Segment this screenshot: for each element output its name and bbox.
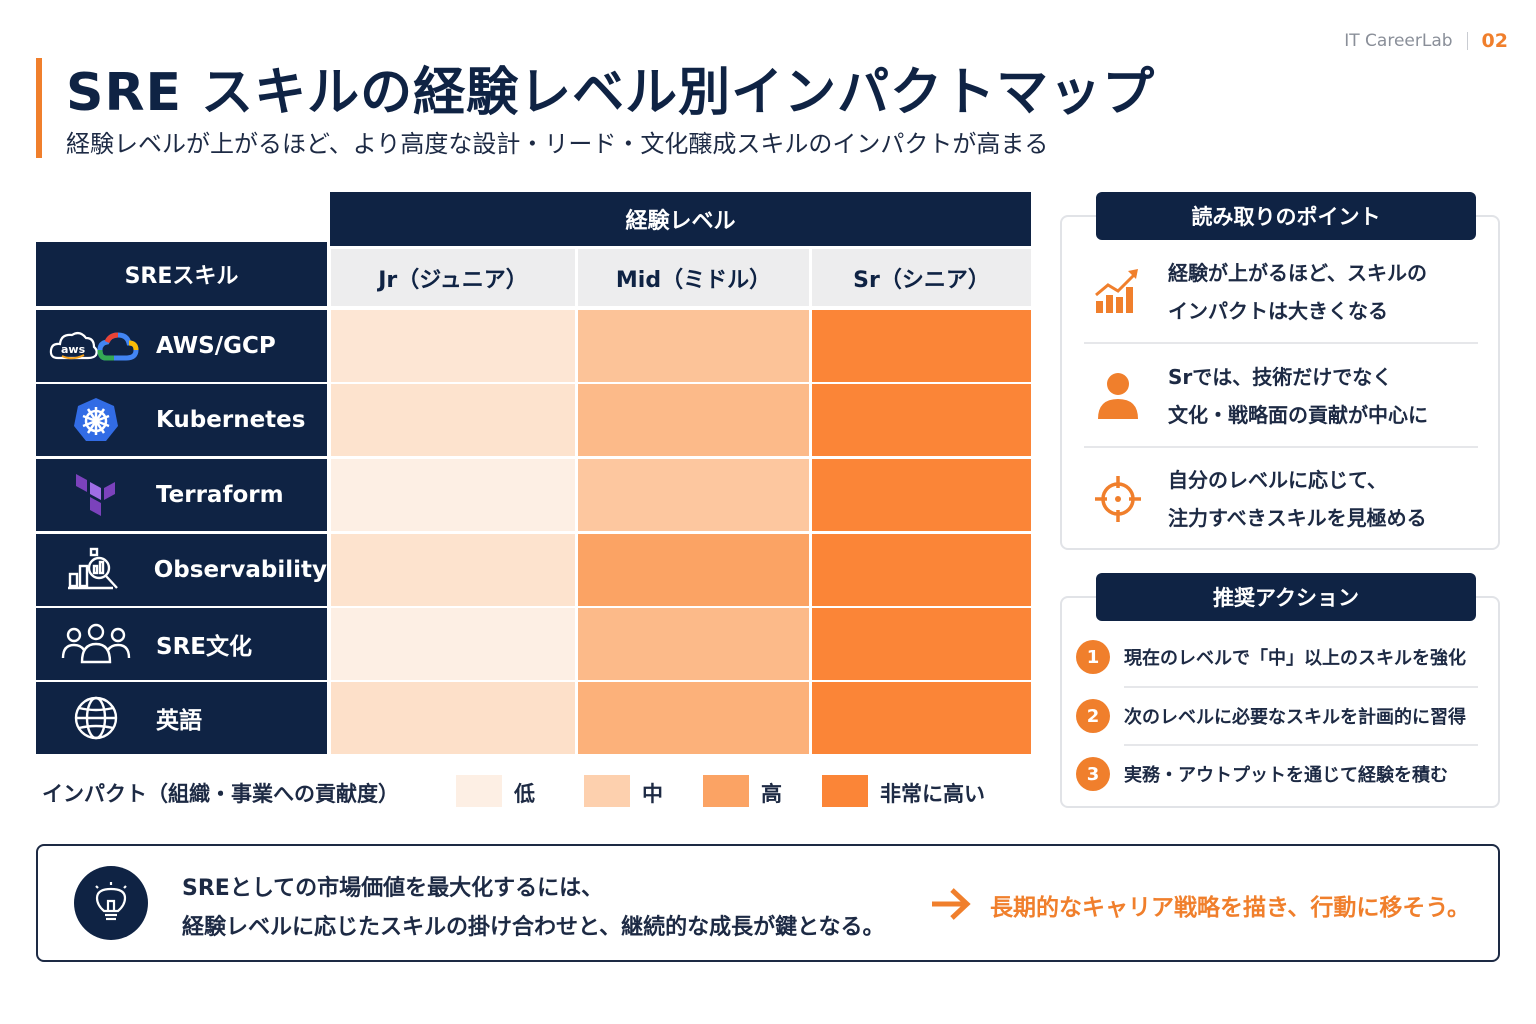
target-icon (1084, 474, 1152, 524)
row-label-text: SRE文化 (156, 634, 252, 660)
heatmap-cell (578, 459, 809, 531)
heatmap-cell (578, 682, 809, 754)
point-line: 注力すべきスキルを見極める (1168, 506, 1427, 530)
actions-panel-title: 推奨アクション (1096, 573, 1476, 621)
point-text: 自分のレベルに応じて、 注力すべきスキルを見極める (1168, 461, 1427, 537)
points-divider (1084, 342, 1478, 344)
footer-line-2: 経験レベルに応じたスキルの掛け合わせと、継続的な成長が鍵となる。 (182, 915, 885, 940)
point-text: 経験が上がるほど、スキルの インパクトは大きくなる (1168, 254, 1427, 330)
growth-chart-icon (1084, 267, 1152, 317)
action-number-badge: 1 (1076, 640, 1110, 674)
point-line: 経験が上がるほど、スキルの (1168, 261, 1427, 285)
terraform-icon (36, 459, 156, 531)
heatmap-cell (331, 534, 575, 606)
row-label-text: Terraform (156, 482, 284, 508)
legend-label-medium: 中 (642, 782, 663, 806)
point-line: インパクトは大きくなる (1168, 299, 1388, 323)
legend-swatch-low (456, 775, 502, 807)
lightbulb-icon (74, 866, 148, 940)
row-label-aws-gcp: aws AWS/GCP (36, 310, 327, 382)
actions-panel (1060, 596, 1500, 808)
globe-icon (36, 682, 156, 754)
cloud-aws-gcp-icon: aws (36, 310, 156, 382)
column-header-sr: Sr（シニア） (812, 249, 1031, 306)
legend-swatch-very-high (822, 775, 868, 807)
chart-magnifier-icon (36, 534, 154, 606)
experience-level-header: 経験レベル (330, 192, 1031, 246)
footer-line-1: SREとしての市場価値を最大化するには、 (182, 876, 604, 901)
brand-name: IT CareerLab (1344, 31, 1453, 51)
footer-callout (36, 844, 1500, 962)
points-panel-title: 読み取りのポイント (1096, 192, 1476, 240)
action-text: 現在のレベルで「中」以上のスキルを強化 (1124, 648, 1466, 669)
heatmap-cell (812, 682, 1031, 754)
point-line: 自分のレベルに応じて、 (1168, 468, 1387, 492)
heatmap-cell (812, 534, 1031, 606)
heatmap-cell (331, 310, 575, 382)
heatmap-cell (578, 608, 809, 680)
point-item: 自分のレベルに応じて、 注力すべきスキルを見極める (1084, 461, 1478, 537)
heatmap-cell (578, 384, 809, 456)
row-label-sre-culture: SRE文化 (36, 608, 327, 680)
point-line: 文化・戦略面の貢献が中心に (1168, 403, 1428, 427)
kubernetes-helm-icon (36, 384, 156, 456)
footer-call-to-action: 長期的なキャリア戦略を描き、行動に移そう。 (990, 895, 1471, 921)
actions-divider (1124, 686, 1478, 688)
action-text: 次のレベルに必要なスキルを計画的に習得 (1124, 707, 1466, 728)
row-label-terraform: Terraform (36, 459, 327, 531)
column-header-jr: Jr（ジュニア） (331, 249, 575, 306)
heatmap-cell (331, 459, 575, 531)
action-item: 1 現在のレベルで「中」以上のスキルを強化 (1076, 640, 1466, 674)
column-header-mid: Mid（ミドル） (578, 249, 809, 306)
row-label-text: AWS/GCP (156, 333, 276, 359)
brand-separator (1466, 32, 1468, 50)
title-accent-bar (36, 58, 42, 158)
person-icon (1084, 371, 1152, 421)
svg-text:aws: aws (61, 343, 86, 356)
heatmap-cell (331, 608, 575, 680)
legend-title: インパクト（組織・事業への貢献度） (42, 782, 399, 806)
legend-swatch-medium (584, 775, 630, 807)
heatmap-cell (578, 534, 809, 606)
legend-label-high: 高 (761, 782, 782, 806)
heatmap-cell (331, 682, 575, 754)
action-item: 2 次のレベルに必要なスキルを計画的に習得 (1076, 699, 1466, 733)
legend-label-low: 低 (514, 782, 535, 806)
row-label-text: Kubernetes (156, 407, 306, 433)
heatmap-cell (812, 384, 1031, 456)
point-item: Srでは、技術だけでなく 文化・戦略面の貢献が中心に (1084, 358, 1478, 434)
heatmap-cell (812, 608, 1031, 680)
brand: IT CareerLab 02 (1344, 30, 1508, 52)
point-item: 経験が上がるほど、スキルの インパクトは大きくなる (1084, 254, 1478, 330)
action-item: 3 実務・アウトプットを通じて経験を積む (1076, 757, 1448, 791)
row-label-text: 英語 (156, 708, 202, 734)
row-label-english: 英語 (36, 682, 327, 754)
action-number-badge: 3 (1076, 757, 1110, 791)
actions-divider (1124, 744, 1478, 746)
point-text: Srでは、技術だけでなく 文化・戦略面の貢献が中心に (1168, 358, 1428, 434)
row-label-observability: Observability (36, 534, 327, 606)
legend-swatch-high (703, 775, 749, 807)
legend-label-very-high: 非常に高い (880, 782, 985, 806)
page-title: SRE スキルの経験レベル別インパクトマップ (66, 63, 1156, 123)
heatmap-cell (578, 310, 809, 382)
heatmap-cell (812, 459, 1031, 531)
points-divider (1084, 446, 1478, 448)
people-group-icon (36, 608, 156, 680)
row-label-text: Observability (153, 557, 327, 583)
point-line: Srでは、技術だけでなく (1168, 365, 1393, 389)
action-number-badge: 2 (1076, 699, 1110, 733)
heatmap-cell (812, 310, 1031, 382)
skill-column-header: SREスキル (36, 242, 327, 306)
page-subtitle: 経験レベルが上がるほど、より高度な設計・リード・文化醸成スキルのインパクトが高ま… (66, 130, 1049, 158)
heatmap-cell (331, 384, 575, 456)
page-number: 02 (1481, 30, 1508, 52)
row-label-kubernetes: Kubernetes (36, 384, 327, 456)
action-text: 実務・アウトプットを通じて経験を積む (1124, 765, 1448, 786)
arrow-right-icon (930, 886, 972, 926)
